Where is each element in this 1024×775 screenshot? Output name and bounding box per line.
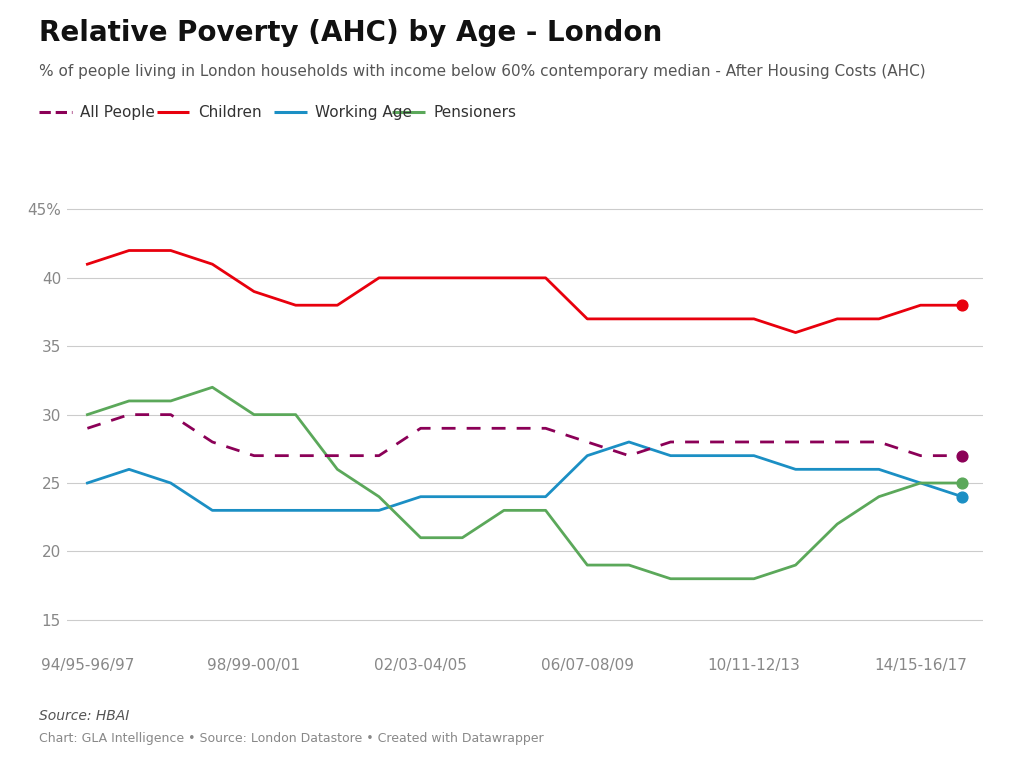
Point	[954, 477, 971, 489]
Point	[954, 299, 971, 312]
Text: % of people living in London households with income below 60% contemporary media: % of people living in London households …	[39, 64, 926, 78]
Text: Relative Poverty (AHC) by Age - London: Relative Poverty (AHC) by Age - London	[39, 19, 663, 47]
Point	[954, 491, 971, 503]
Text: Children: Children	[198, 105, 261, 120]
Point	[954, 449, 971, 462]
Text: All People: All People	[80, 105, 155, 120]
Text: Pensioners: Pensioners	[433, 105, 516, 120]
Text: Chart: GLA Intelligence • Source: London Datastore • Created with Datawrapper: Chart: GLA Intelligence • Source: London…	[39, 732, 544, 746]
Text: Source: HBAI: Source: HBAI	[39, 709, 129, 723]
Text: Working Age: Working Age	[315, 105, 413, 120]
